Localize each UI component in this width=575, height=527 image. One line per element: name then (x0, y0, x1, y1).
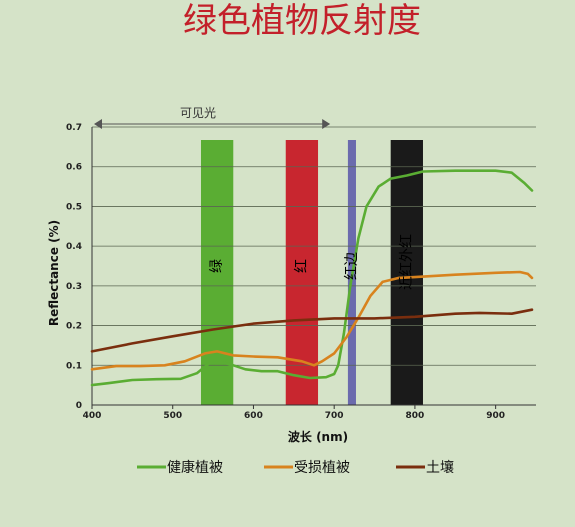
x-tick-label: 800 (406, 411, 425, 421)
x-tick-label: 600 (244, 411, 263, 421)
band-3 (390, 140, 423, 405)
y-tick-label: 0.1 (66, 361, 82, 371)
y-tick-label: 0.5 (66, 202, 82, 212)
visible-range-label: 可见光 (180, 106, 216, 120)
x-tick-label: 400 (83, 411, 102, 421)
y-tick-label: 0.3 (66, 282, 82, 292)
legend-label-0: 健康植被 (167, 459, 223, 476)
band-label-3: 近红外红 (399, 234, 415, 290)
y-tick-label: 0.2 (66, 322, 82, 332)
x-tick-label: 900 (486, 411, 505, 421)
visible-range-arrow-right (322, 119, 331, 129)
band-label-2: 红边 (344, 252, 360, 280)
x-tick-label: 500 (163, 411, 182, 421)
visible-range-arrow-left (94, 119, 102, 129)
series-line-0 (90, 169, 534, 387)
y-tick-label: 0 (76, 401, 82, 411)
band-0 (200, 140, 234, 405)
x-axis-label: 波长 (nm) (288, 429, 348, 444)
visible-range-indicator: 可见光 (94, 106, 331, 129)
data-series (90, 169, 534, 387)
band-label-0: 绿 (209, 259, 225, 273)
legend-label-1: 受损植被 (294, 460, 350, 476)
y-tick-label: 0.4 (66, 242, 82, 252)
axes: 0 0.1 0.2 0.3 0.4 0.5 0.6 0.7 400 500 600 700 800 900 (66, 123, 536, 421)
series-line-2 (90, 308, 534, 353)
y-tick-label: 0.6 (66, 163, 82, 173)
chart-title: 绿色植物反射度 (183, 1, 421, 41)
y-axis-label: Reflectance (%) (47, 220, 61, 326)
band-labels: 绿 红 红边 近红外红 (209, 234, 415, 290)
legend: 健康植被 受损植被 土壤 (137, 459, 454, 476)
legend-label-2: 土壤 (426, 459, 454, 476)
band-label-1: 红 (294, 259, 310, 273)
y-tick-label: 0.7 (66, 123, 82, 133)
series-line-1 (90, 270, 534, 371)
x-tick-label: 700 (325, 411, 344, 421)
